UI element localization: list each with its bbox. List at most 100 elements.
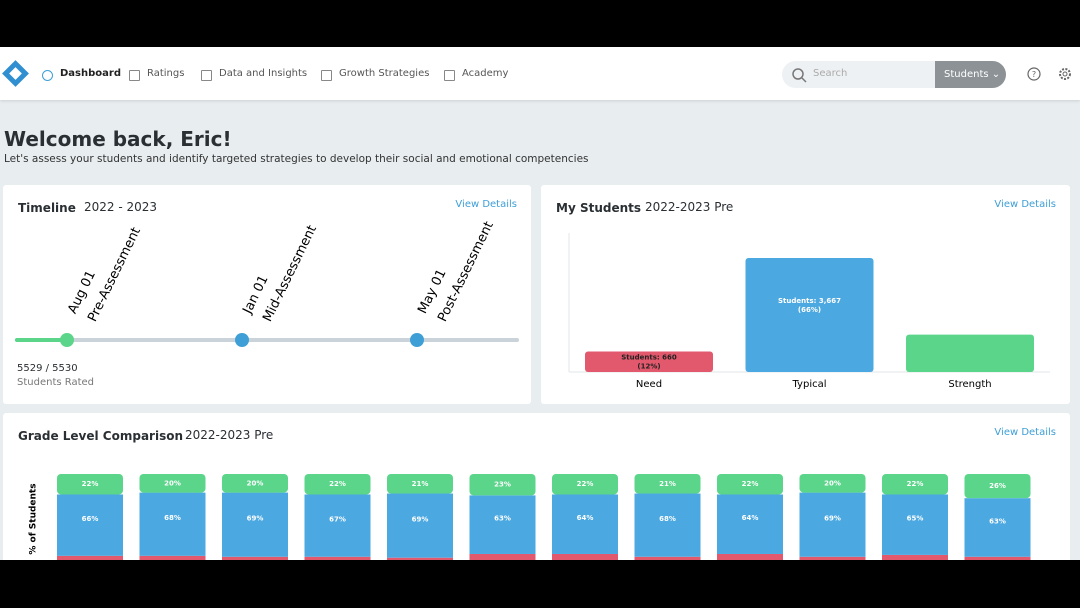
bar-segment: [882, 494, 948, 555]
value-label: 69%: [824, 515, 841, 523]
help-icon[interactable]: ?: [1026, 66, 1042, 82]
bar: [585, 351, 713, 372]
bar-segment: [552, 494, 618, 554]
bar-segment: [387, 493, 453, 558]
nav-icon: [321, 70, 332, 81]
card-period: 2022 - 2023: [84, 200, 158, 214]
settings-icon[interactable]: [1057, 66, 1073, 82]
bar-segment: [139, 474, 206, 493]
bar-segment: [469, 474, 536, 496]
milestone-dot: [60, 333, 74, 347]
bar-segment: [964, 474, 1031, 499]
value-label: 68%: [164, 514, 181, 522]
bar-segment: [799, 474, 866, 493]
bar-segment: [387, 474, 453, 494]
nav-bar: Dashboard Ratings Data and Insights Growth …: [0, 47, 1080, 100]
card-title: My Students: [556, 201, 642, 215]
value-label: Students: 1,202: [938, 374, 1001, 382]
bar-segment: [222, 492, 288, 557]
value-label: 22%: [742, 480, 759, 488]
nav-icon: [201, 70, 212, 81]
nav-item[interactable]: Dashboard: [60, 68, 121, 79]
bar-segment: [882, 474, 948, 495]
students-chart: Students: 660(12%) Need Students: 3,667(66…: [568, 233, 1050, 391]
milestone-dot: [410, 333, 424, 347]
timeline-card: Timeline 2022 - 2023 View Details Aug 01…: [3, 185, 531, 404]
my-students-card: My Students 2022-2023 Pre View Details S…: [541, 185, 1070, 404]
bar-segment: [57, 474, 123, 495]
bar-segment: [304, 494, 371, 557]
bar-segment: [964, 498, 1031, 557]
rated-count: 5529 / 5530: [17, 363, 78, 374]
search-box[interactable]: Search Students ⌄: [782, 61, 1006, 88]
nav-icon: [42, 70, 53, 81]
value-label: 23%: [494, 481, 511, 489]
value-label: 22%: [329, 480, 346, 488]
x-tick-label: Typical: [792, 379, 827, 390]
bar-segment: [304, 474, 371, 495]
logo[interactable]: [1, 59, 31, 89]
bar-segment: [799, 492, 866, 557]
svg-text:?: ?: [1032, 70, 1036, 79]
nav-item[interactable]: Growth Strategies: [339, 68, 430, 79]
x-tick-label: Need: [636, 379, 662, 390]
value-label: 69%: [247, 515, 264, 523]
x-tick-label: Strength: [948, 379, 991, 390]
nav-item[interactable]: Ratings: [147, 68, 185, 79]
letterbox-bottom: [0, 560, 1080, 608]
value-label: 63%: [494, 515, 511, 523]
value-label: 20%: [824, 479, 841, 487]
milestone-label: Mid-Assessment: [260, 223, 320, 324]
grade-level-card: Grade Level Comparison 2022-2023 Pre Vie…: [3, 413, 1070, 593]
value-label: 22%: [82, 480, 99, 488]
bar: [745, 258, 874, 372]
nav-icon: [129, 70, 140, 81]
nav-icon: [444, 70, 455, 81]
value-label: 66%: [82, 515, 99, 523]
view-details[interactable]: View Details: [994, 427, 1056, 438]
letterbox-top: [0, 0, 1080, 47]
card-title: Timeline: [18, 201, 76, 215]
view-details[interactable]: View Details: [994, 199, 1056, 210]
dropdown-label: Students: [944, 69, 989, 80]
value-label: 26%: [989, 482, 1006, 490]
welcome-subtitle: Let's assess your students and identify …: [4, 153, 589, 165]
value-label: 64%: [742, 514, 759, 522]
bar-segment: [717, 494, 783, 554]
search-placeholder: Search: [813, 68, 848, 79]
bar: [906, 334, 1034, 372]
value-label: Students: 660: [621, 353, 677, 361]
search-icon: [792, 68, 807, 83]
y-axis-label: % of Students: [29, 483, 39, 554]
value-label: Students: 3,667: [778, 297, 841, 305]
bar-segment: [222, 474, 288, 493]
percent-label: (22%): [958, 383, 981, 391]
value-label: 21%: [659, 480, 676, 488]
card-subtitle: 2022-2023 Pre: [645, 200, 734, 214]
value-label: 20%: [164, 479, 181, 487]
grade-chart: % of Students 66% 22% 68% 20% 69% 20% 67% 22% 69…: [29, 474, 1031, 567]
value-label: 22%: [907, 480, 924, 488]
card-title: Grade Level Comparison: [18, 429, 184, 443]
bar-segment: [57, 494, 123, 556]
value-label: 21%: [412, 480, 429, 488]
value-label: 20%: [247, 479, 264, 487]
card-subtitle: 2022-2023 Pre: [185, 428, 274, 442]
nav-item[interactable]: Academy: [462, 68, 509, 79]
value-label: 68%: [659, 515, 676, 523]
percent-label: (66%): [798, 306, 821, 314]
nav-item[interactable]: Data and Insights: [219, 68, 308, 79]
students-dropdown[interactable]: Students ⌄: [935, 61, 1006, 88]
bar-segment: [139, 492, 206, 556]
percent-label: (12%): [637, 362, 660, 370]
bar-segment: [634, 474, 701, 494]
value-label: 22%: [577, 480, 594, 488]
rated-label: Students Rated: [17, 377, 95, 388]
view-details[interactable]: View Details: [455, 199, 517, 210]
value-label: 69%: [412, 516, 429, 524]
value-label: 63%: [989, 517, 1006, 525]
bar-segment: [717, 474, 783, 495]
value-label: 65%: [907, 515, 924, 523]
